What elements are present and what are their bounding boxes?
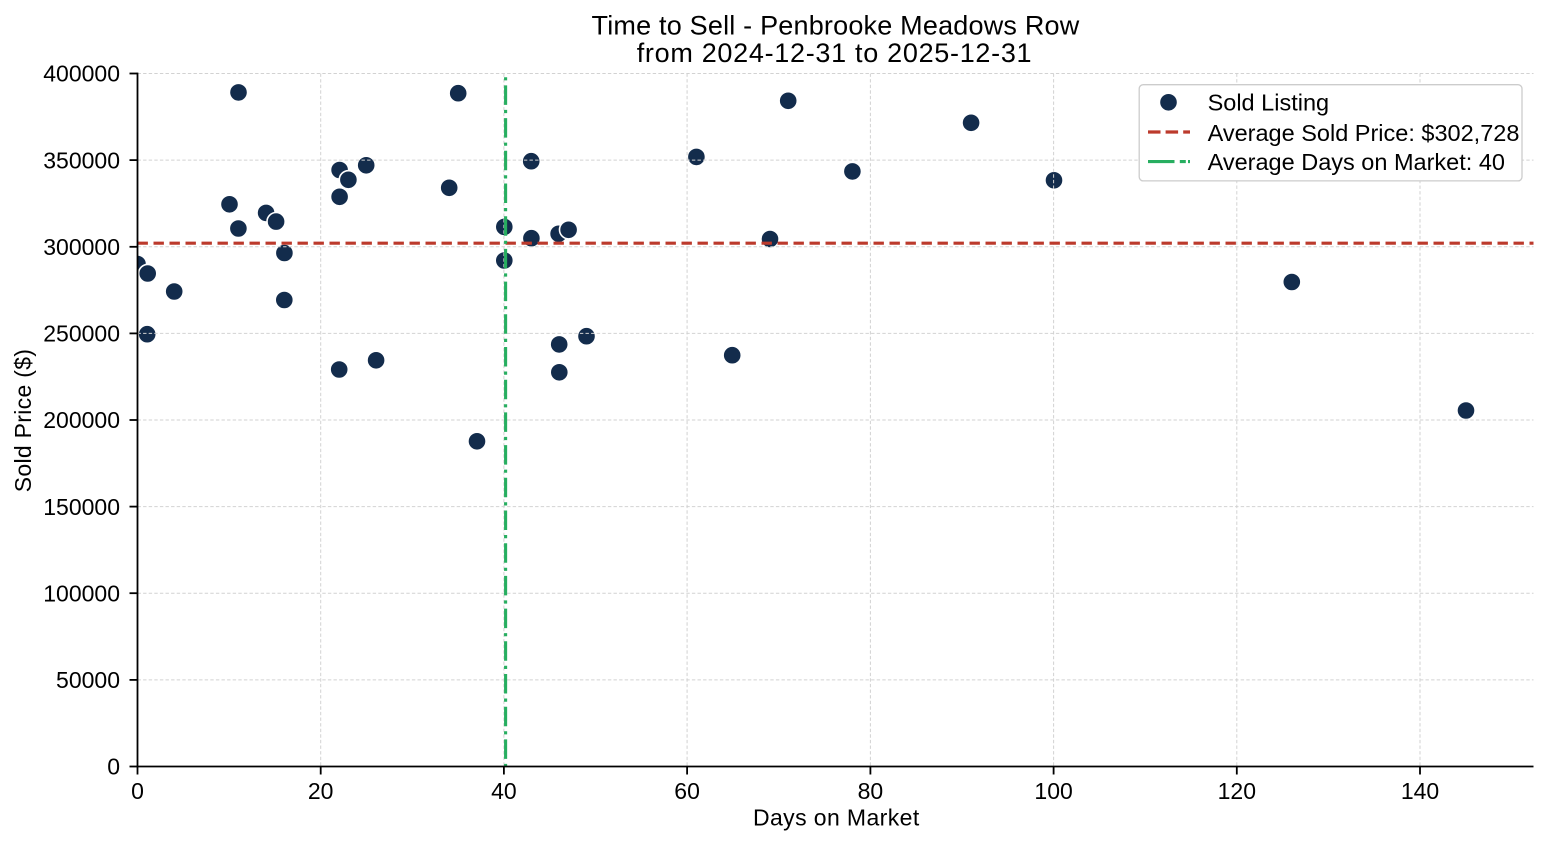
svg-text:140: 140 <box>1401 778 1439 804</box>
svg-text:Sold Listing: Sold Listing <box>1208 90 1330 116</box>
svg-text:120: 120 <box>1218 778 1256 804</box>
svg-text:0: 0 <box>107 754 120 780</box>
svg-text:250000: 250000 <box>43 321 120 347</box>
svg-text:350000: 350000 <box>43 147 120 173</box>
svg-text:100000: 100000 <box>43 581 120 607</box>
svg-text:40: 40 <box>491 778 517 804</box>
svg-text:20: 20 <box>308 778 334 804</box>
svg-text:Average Days on Market: 40: Average Days on Market: 40 <box>1208 149 1505 175</box>
svg-text:Sold Price ($): Sold Price ($) <box>10 349 36 493</box>
svg-text:from 2024-12-31 to 2025-12-31: from 2024-12-31 to 2025-12-31 <box>637 38 1033 68</box>
svg-text:50000: 50000 <box>56 667 120 693</box>
svg-text:Days on Market: Days on Market <box>753 805 920 831</box>
svg-text:200000: 200000 <box>43 407 120 433</box>
svg-text:Time to Sell - Penbrooke Meado: Time to Sell - Penbrooke Meadows Row <box>592 11 1080 41</box>
svg-text:60: 60 <box>674 778 700 804</box>
svg-text:400000: 400000 <box>43 61 120 87</box>
svg-text:0: 0 <box>131 778 144 804</box>
svg-text:300000: 300000 <box>43 234 120 260</box>
svg-text:80: 80 <box>858 778 884 804</box>
svg-text:Average Sold Price: $302,728: Average Sold Price: $302,728 <box>1208 120 1520 146</box>
svg-text:100: 100 <box>1034 778 1072 804</box>
svg-text:150000: 150000 <box>43 494 120 520</box>
